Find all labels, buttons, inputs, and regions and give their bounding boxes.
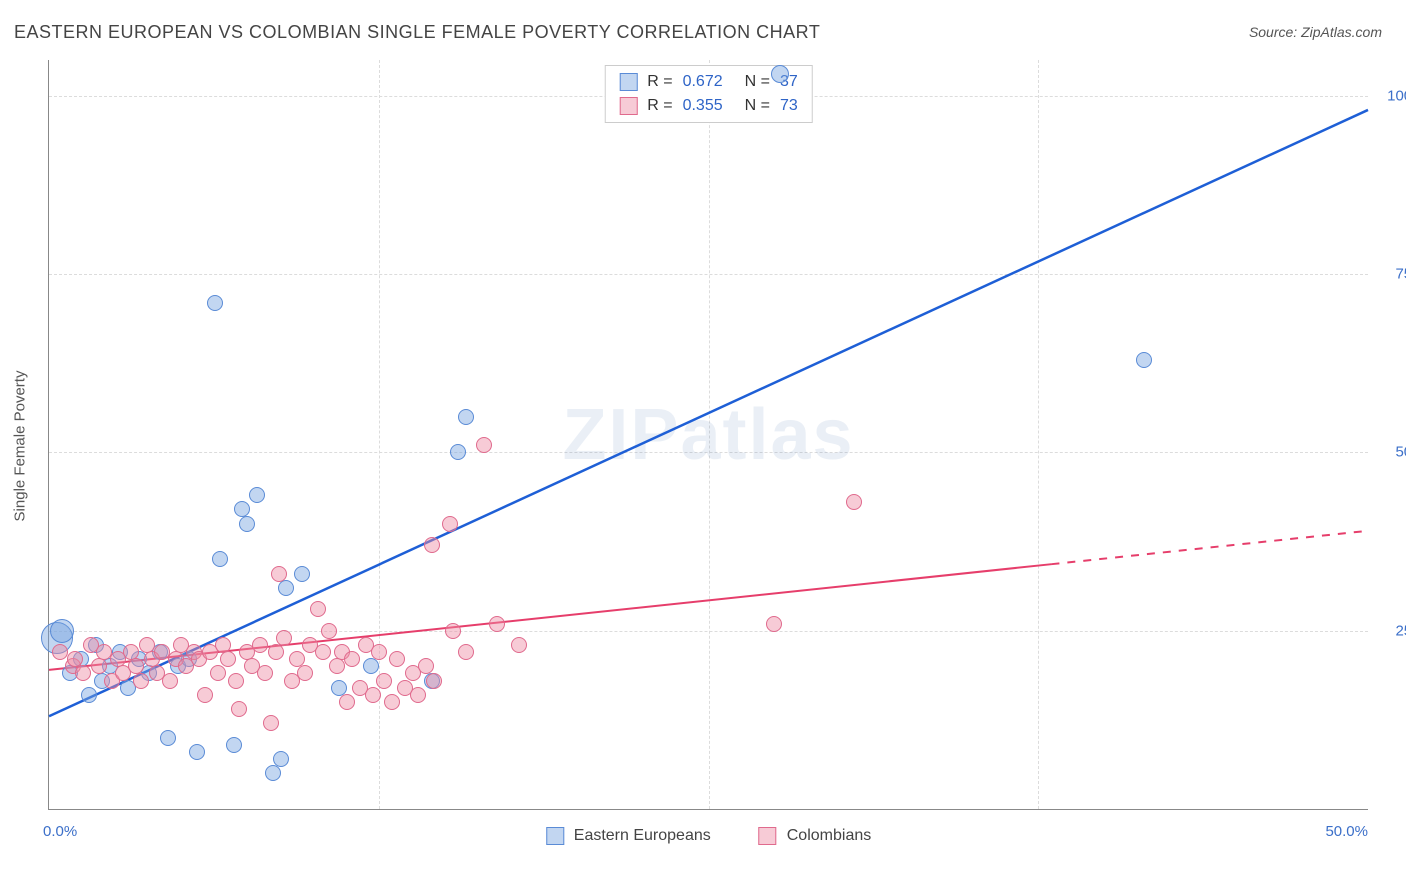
r-label: R =: [647, 70, 672, 94]
scatter-point-eastern_europeans: [212, 551, 228, 567]
scatter-point-colombians: [91, 658, 107, 674]
scatter-point-eastern_europeans: [239, 516, 255, 532]
swatch-series-1: [759, 827, 777, 845]
scatter-point-colombians: [365, 687, 381, 703]
scatter-point-colombians: [344, 651, 360, 667]
scatter-point-colombians: [133, 673, 149, 689]
scatter-point-eastern_europeans: [273, 751, 289, 767]
scatter-point-colombians: [276, 630, 292, 646]
scatter-point-colombians: [263, 715, 279, 731]
scatter-point-colombians: [162, 673, 178, 689]
legend-label-series-1: Colombians: [787, 827, 871, 845]
scatter-point-eastern_europeans: [207, 295, 223, 311]
r-label: R =: [647, 94, 672, 118]
scatter-point-colombians: [220, 651, 236, 667]
legend-item-series-1: Colombians: [759, 827, 871, 845]
gridline-horizontal: [49, 631, 1368, 632]
scatter-point-eastern_europeans: [771, 65, 789, 83]
scatter-point-colombians: [376, 673, 392, 689]
scatter-point-colombians: [257, 665, 273, 681]
scatter-point-colombians: [766, 616, 782, 632]
scatter-point-colombians: [846, 494, 862, 510]
n-value-series-1: 73: [780, 94, 798, 118]
plot-area: ZIPatlas R = 0.672 N = 37 R = 0.355 N = …: [48, 60, 1368, 810]
chart-title: EASTERN EUROPEAN VS COLOMBIAN SINGLE FEM…: [14, 22, 820, 43]
scatter-point-colombians: [268, 644, 284, 660]
gridline-horizontal: [49, 274, 1368, 275]
scatter-point-eastern_europeans: [1136, 352, 1152, 368]
gridline-vertical: [709, 60, 710, 809]
scatter-point-colombians: [511, 637, 527, 653]
scatter-point-colombians: [445, 623, 461, 639]
gridline-vertical: [1038, 60, 1039, 809]
scatter-point-colombians: [410, 687, 426, 703]
r-value-series-0: 0.672: [683, 70, 723, 94]
n-label: N =: [745, 94, 770, 118]
scatter-point-colombians: [75, 665, 91, 681]
scatter-point-eastern_europeans: [265, 765, 281, 781]
legend-item-series-0: Eastern Europeans: [546, 827, 711, 845]
source-prefix: Source:: [1249, 24, 1301, 40]
scatter-point-colombians: [197, 687, 213, 703]
scatter-point-colombians: [210, 665, 226, 681]
swatch-series-0: [546, 827, 564, 845]
n-label: N =: [745, 70, 770, 94]
legend-label-series-0: Eastern Europeans: [574, 827, 711, 845]
scatter-point-eastern_europeans: [278, 580, 294, 596]
scatter-point-colombians: [442, 516, 458, 532]
scatter-point-eastern_europeans: [450, 444, 466, 460]
scatter-point-colombians: [329, 658, 345, 674]
scatter-point-colombians: [424, 537, 440, 553]
scatter-point-colombians: [389, 651, 405, 667]
scatter-point-colombians: [228, 673, 244, 689]
scatter-point-eastern_europeans: [81, 687, 97, 703]
x-tick-label: 50.0%: [1325, 823, 1368, 840]
source-attribution: Source: ZipAtlas.com: [1249, 24, 1382, 40]
scatter-point-eastern_europeans: [226, 737, 242, 753]
swatch-series-1: [619, 97, 637, 115]
scatter-point-colombians: [252, 637, 268, 653]
y-tick-label: 100.0%: [1378, 87, 1406, 104]
r-value-series-1: 0.355: [683, 94, 723, 118]
scatter-point-colombians: [458, 644, 474, 660]
scatter-point-eastern_europeans: [189, 744, 205, 760]
y-tick-label: 50.0%: [1378, 444, 1406, 461]
scatter-point-eastern_europeans: [50, 619, 74, 643]
scatter-point-colombians: [489, 616, 505, 632]
scatter-point-colombians: [384, 694, 400, 710]
scatter-point-eastern_europeans: [294, 566, 310, 582]
scatter-point-eastern_europeans: [458, 409, 474, 425]
scatter-point-colombians: [426, 673, 442, 689]
swatch-series-0: [619, 73, 637, 91]
scatter-point-colombians: [339, 694, 355, 710]
scatter-point-colombians: [231, 701, 247, 717]
scatter-point-colombians: [315, 644, 331, 660]
scatter-point-eastern_europeans: [160, 730, 176, 746]
x-tick-label: 0.0%: [43, 823, 77, 840]
series-legend: Eastern Europeans Colombians: [546, 827, 871, 845]
scatter-point-colombians: [297, 665, 313, 681]
scatter-point-colombians: [52, 644, 68, 660]
y-tick-label: 75.0%: [1378, 266, 1406, 283]
scatter-point-colombians: [271, 566, 287, 582]
scatter-point-colombians: [310, 601, 326, 617]
gridline-horizontal: [49, 452, 1368, 453]
scatter-point-eastern_europeans: [363, 658, 379, 674]
scatter-point-colombians: [476, 437, 492, 453]
scatter-point-eastern_europeans: [249, 487, 265, 503]
stats-row-series-1: R = 0.355 N = 73: [619, 94, 798, 118]
scatter-point-colombians: [321, 623, 337, 639]
y-tick-label: 25.0%: [1378, 622, 1406, 639]
y-axis-title: Single Female Poverty: [12, 371, 29, 522]
source-name: ZipAtlas.com: [1301, 24, 1382, 40]
scatter-point-colombians: [371, 644, 387, 660]
trend-line-dashed-colombians: [1051, 531, 1368, 564]
